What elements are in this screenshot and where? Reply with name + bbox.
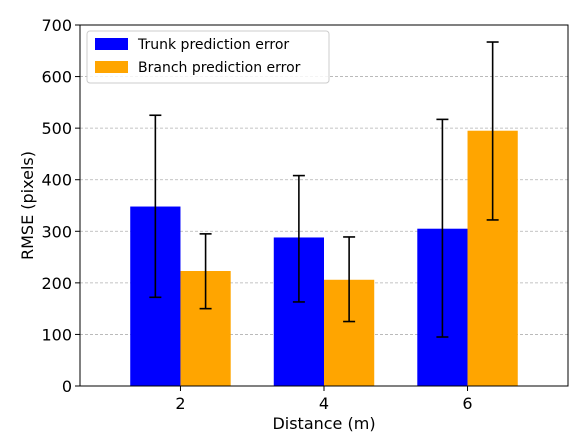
error-bars [149, 41, 499, 338]
legend: Trunk prediction error Branch prediction… [86, 30, 330, 84]
y-tick-label-100: 100 [41, 325, 72, 344]
y-tick-label-400: 400 [41, 171, 72, 190]
legend-label-trunk: Trunk prediction error [137, 37, 289, 53]
x-tick-label-4: 4 [319, 394, 329, 413]
y-axis-label: RMSE (pixels) [18, 151, 37, 260]
x-tick-label-6: 6 [462, 394, 472, 413]
axes [75, 24, 569, 391]
error-bar-s1-c2 [486, 41, 499, 221]
y-tick-label-700: 700 [41, 16, 72, 35]
bars [130, 130, 518, 386]
error-bar-s0-c1 [292, 174, 305, 303]
legend-label-branch: Branch prediction error [138, 60, 301, 76]
x-axis-label: Distance (m) [272, 414, 375, 433]
y-tick-label-300: 300 [41, 222, 72, 241]
error-bar-s1-c1 [343, 236, 356, 323]
error-bar-s1-c0 [199, 233, 212, 310]
legend-swatch-branch [95, 61, 128, 73]
error-bar-s0-c2 [436, 118, 449, 338]
legend-box [86, 30, 330, 84]
y-tick-label-200: 200 [41, 274, 72, 293]
tick-labels: 0 100 200 300 400 500 600 700 2 4 6 [41, 16, 472, 413]
y-tick-label-500: 500 [41, 119, 72, 138]
legend-swatch-trunk [95, 38, 128, 50]
y-tick-label-0: 0 [62, 377, 72, 396]
y-tick-label-600: 600 [41, 68, 72, 87]
error-bar-s0-c0 [149, 114, 162, 299]
plot-frame [79, 24, 569, 387]
x-tick-label-2: 2 [175, 394, 185, 413]
